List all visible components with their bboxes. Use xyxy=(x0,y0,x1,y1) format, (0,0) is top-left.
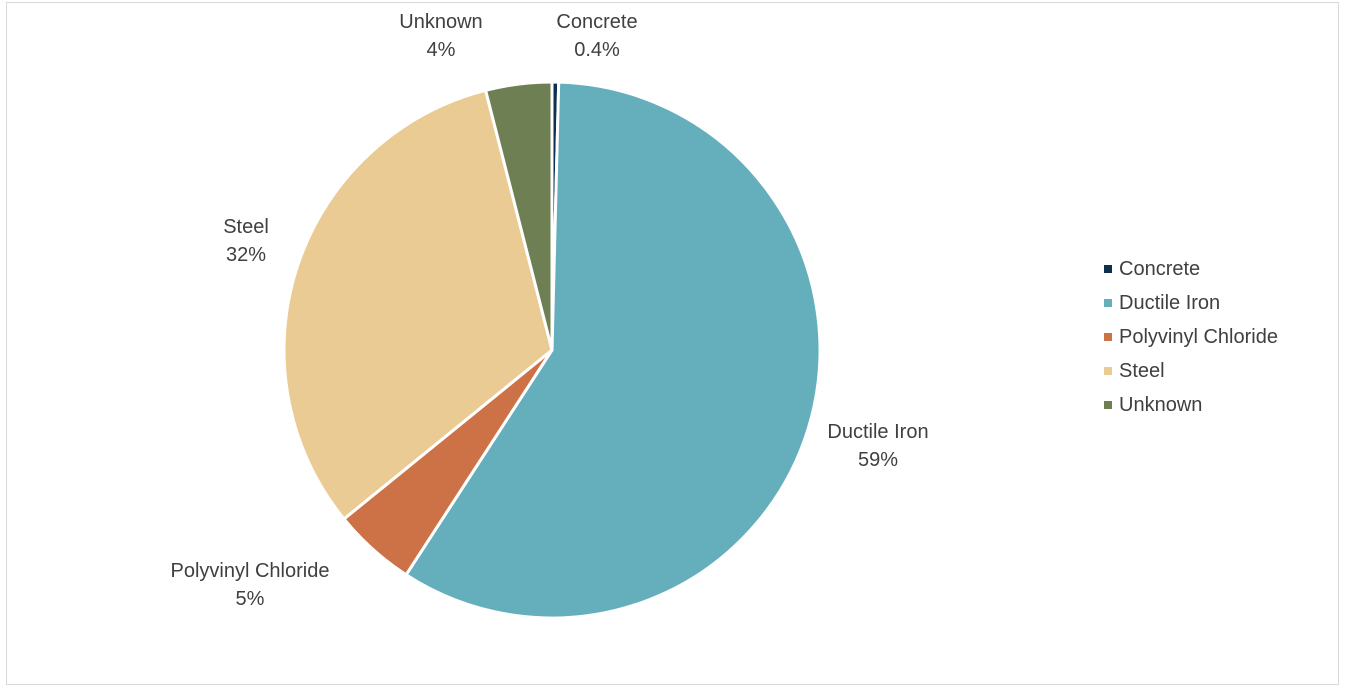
slice-percent-ductile-iron: 59% xyxy=(858,449,898,471)
legend-swatch xyxy=(1104,299,1112,307)
slice-unknown xyxy=(484,80,554,352)
legend-label: Concrete xyxy=(1119,257,1201,280)
legend-item-polyvinyl-chloride: Polyvinyl Chloride xyxy=(1104,320,1278,354)
slice-percent-unknown: 4% xyxy=(427,39,456,61)
legend: Concrete Ductile Iron Polyvinyl Chloride St… xyxy=(1104,252,1278,422)
slice-percent-steel: 32% xyxy=(226,244,266,266)
legend-swatch xyxy=(1104,265,1112,273)
slice-label-concrete: Concrete xyxy=(556,11,637,33)
slice-label-ductile-iron: Ductile Iron xyxy=(827,421,928,443)
legend-label: Polyvinyl Chloride xyxy=(1119,325,1278,348)
slice-label-unknown: Unknown xyxy=(399,11,482,33)
slice-steel xyxy=(282,88,554,521)
legend-swatch xyxy=(1104,333,1112,341)
legend-label: Ductile Iron xyxy=(1119,291,1221,314)
legend-label: Steel xyxy=(1119,359,1165,382)
legend-swatch xyxy=(1104,367,1112,375)
legend-item-steel: Steel xyxy=(1104,354,1278,388)
slice-percent-concrete: 0.4% xyxy=(574,39,620,61)
legend-label: Unknown xyxy=(1119,393,1203,416)
slice-ductile-iron xyxy=(404,80,822,620)
legend-swatch xyxy=(1104,401,1112,409)
slice-percent-polyvinyl-chloride: 5% xyxy=(236,588,265,610)
slice-label-steel: Steel xyxy=(223,216,269,238)
legend-item-unknown: Unknown xyxy=(1104,388,1278,422)
pie-slices xyxy=(282,80,822,620)
slice-label-polyvinyl-chloride: Polyvinyl Chloride xyxy=(171,560,330,582)
legend-item-ductile-iron: Ductile Iron xyxy=(1104,286,1278,320)
legend-item-concrete: Concrete xyxy=(1104,252,1278,286)
slice-labels: Concrete 0.4% Ductile Iron 59% Polyvinyl Chl… xyxy=(171,11,929,610)
